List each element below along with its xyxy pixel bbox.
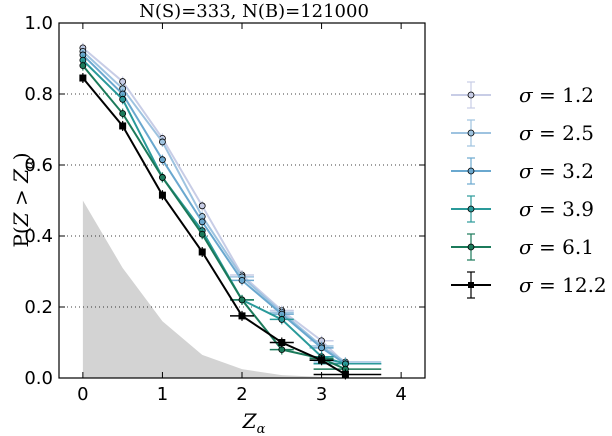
y-tick-label: 1.0	[24, 13, 53, 34]
series-point	[238, 296, 246, 304]
y-tick-label: 0.8	[24, 84, 53, 105]
x-axis-title: Zα	[242, 409, 266, 436]
series-point	[159, 174, 166, 181]
y-axis-title: P(Z > Zα)	[9, 152, 37, 247]
legend-entry: σ = 2.5	[451, 119, 594, 147]
series-point	[318, 356, 326, 364]
series-line	[82, 54, 346, 365]
series-point	[79, 62, 87, 69]
series-line	[82, 50, 346, 363]
series-point	[119, 122, 127, 130]
series-line	[82, 77, 346, 376]
x-tick-label: 4	[395, 384, 406, 405]
plot-area: 0 1 2 3 4 0.0 0.2 0.4 0.6 0.8 1.0	[24, 13, 426, 405]
legend-label: σ = 1.2	[519, 83, 594, 107]
legend-swatch-marker	[467, 91, 475, 99]
series-point	[119, 110, 127, 117]
legend-label: σ = 6.1	[519, 235, 594, 259]
legend-swatch-marker	[467, 129, 475, 137]
series-point	[278, 339, 286, 346]
series-point	[278, 316, 286, 323]
legend-entry: σ = 6.1	[451, 233, 594, 261]
series-group	[79, 73, 382, 380]
legend-entry: σ = 3.9	[451, 195, 594, 223]
series-point	[198, 202, 206, 210]
series-line	[82, 47, 347, 365]
series-point	[198, 230, 206, 238]
series-point	[79, 74, 87, 82]
series-point	[238, 312, 246, 320]
y-tick-label: 0.6	[24, 155, 53, 176]
legend-label: σ = 2.5	[519, 121, 594, 145]
series-point	[341, 370, 349, 378]
series-point	[318, 344, 325, 352]
legend: σ = 1.2 σ = 2.5 σ = 3.2 σ = 3.9 σ = 6.1 σ = 1…	[451, 81, 607, 299]
series-point	[158, 191, 166, 199]
x-tick-label: 3	[316, 384, 327, 405]
legend-entry: σ = 12.2	[451, 271, 607, 299]
y-tick-label: 0.2	[24, 297, 53, 318]
series-point	[159, 156, 166, 164]
legend-swatch-marker	[467, 243, 475, 251]
y-tick-label: 0.0	[24, 368, 53, 389]
legend-swatch-marker	[467, 167, 475, 175]
legend-label: σ = 3.2	[519, 159, 594, 183]
series-point	[198, 248, 206, 256]
x-tick-label: 2	[236, 384, 247, 405]
legend-entry: σ = 3.2	[451, 157, 594, 185]
series-point	[238, 276, 246, 284]
legend-label: σ = 12.2	[519, 273, 607, 297]
series-point	[159, 138, 166, 146]
series-point	[119, 78, 127, 85]
background-distribution-fill	[82, 200, 346, 378]
chart-title: N(S)=333, N(B)=121000	[139, 1, 369, 22]
legend-swatch-marker	[468, 282, 474, 288]
y-tick-label: 0.4	[24, 226, 53, 247]
legend-swatch-marker	[467, 205, 475, 213]
series-point	[198, 218, 206, 226]
legend-label: σ = 3.9	[519, 197, 594, 221]
x-tick-label: 1	[157, 384, 168, 405]
series-point	[119, 95, 127, 103]
x-tick-label: 0	[77, 384, 88, 405]
legend-entry: σ = 1.2	[451, 81, 594, 109]
